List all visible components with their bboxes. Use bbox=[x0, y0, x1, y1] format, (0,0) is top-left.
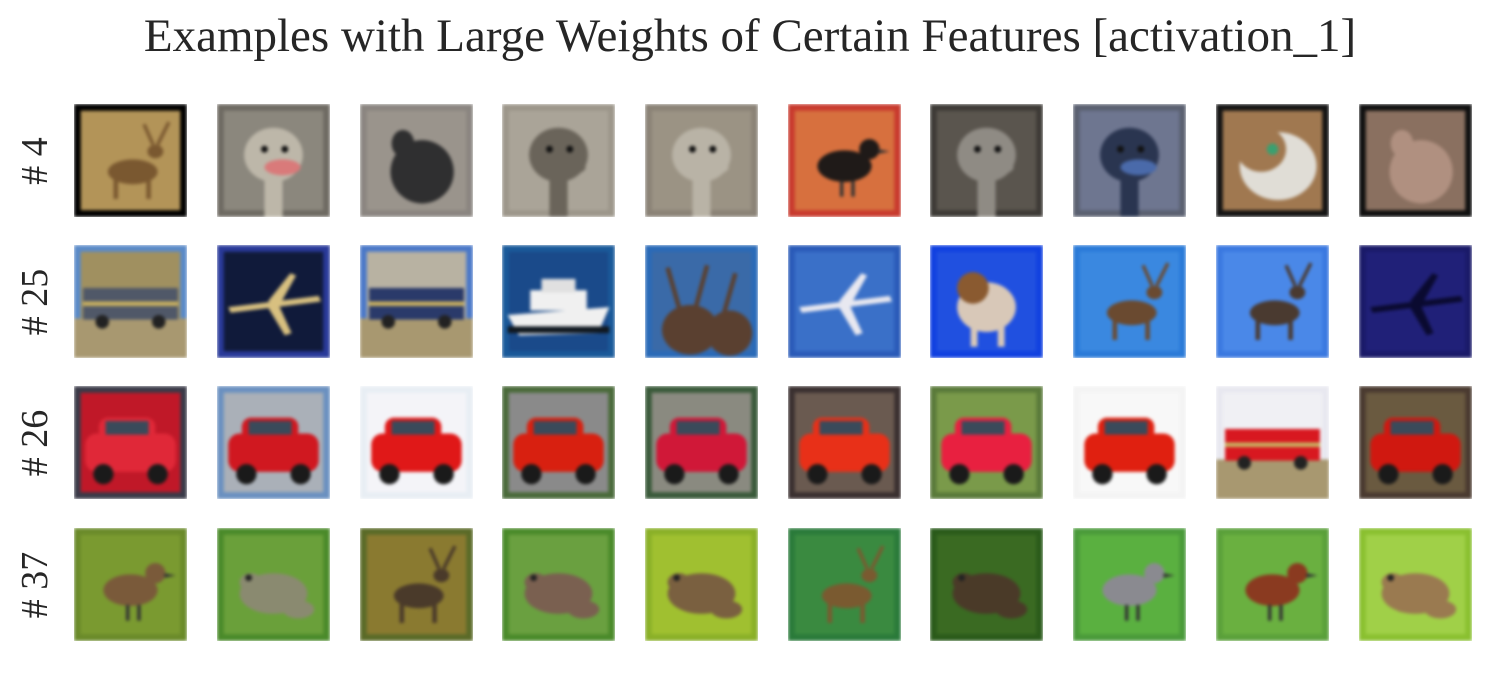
example-image-ostrich-head bbox=[502, 104, 615, 217]
example-image-deer-framed bbox=[74, 104, 187, 217]
example-image-deer bbox=[788, 528, 901, 641]
example-image-frog bbox=[217, 528, 330, 641]
example-image-bird bbox=[1073, 528, 1186, 641]
example-image-truck bbox=[74, 245, 187, 358]
example-image-frog bbox=[645, 528, 758, 641]
example-image-gray-bird bbox=[360, 104, 473, 217]
example-image-fur-closeup bbox=[1359, 104, 1472, 217]
example-image-red-car-front bbox=[1073, 386, 1186, 499]
example-image-deer-antlers bbox=[645, 245, 758, 358]
example-image-bird-on-post bbox=[74, 528, 187, 641]
row-label-text: # 4 bbox=[14, 137, 56, 185]
row-label: # 37 bbox=[0, 528, 70, 642]
example-image-cruise-ship bbox=[502, 245, 615, 358]
example-image-deer bbox=[1216, 245, 1329, 358]
example-image-frog bbox=[502, 528, 615, 641]
example-image-truck bbox=[360, 245, 473, 358]
example-image-ostrich-head bbox=[930, 104, 1043, 217]
example-image-frog bbox=[930, 528, 1043, 641]
example-image-red-car-rear bbox=[74, 386, 187, 499]
example-image-deer bbox=[360, 528, 473, 641]
row-label-text: # 26 bbox=[14, 409, 56, 477]
example-image-red-car bbox=[360, 386, 473, 499]
example-image-red-car bbox=[930, 386, 1043, 499]
figure-title: Examples with Large Weights of Certain F… bbox=[143, 10, 1357, 62]
example-image-dog bbox=[930, 245, 1043, 358]
row-label: # 25 bbox=[0, 245, 70, 359]
example-image-emu-head bbox=[1073, 104, 1186, 217]
example-image-airplane bbox=[788, 245, 901, 358]
example-image-red-car bbox=[217, 386, 330, 499]
example-image-deer bbox=[1073, 245, 1186, 358]
example-image-airplane-dark bbox=[1359, 245, 1472, 358]
example-image-rooster bbox=[1216, 528, 1329, 641]
row-label: # 26 bbox=[0, 386, 70, 500]
example-image-red-car bbox=[502, 386, 615, 499]
example-image-cat-face bbox=[1216, 104, 1329, 217]
row-label-text: # 37 bbox=[14, 551, 56, 619]
example-image-airplane-night bbox=[217, 245, 330, 358]
example-image-ostrich-head bbox=[217, 104, 330, 217]
example-image-bird-on-red-cover bbox=[788, 104, 901, 217]
example-image-frog bbox=[1359, 528, 1472, 641]
example-image-red-truck bbox=[1216, 386, 1329, 499]
row-label-text: # 25 bbox=[14, 268, 56, 336]
example-image-red-car bbox=[788, 386, 901, 499]
example-image-ostrich-head bbox=[645, 104, 758, 217]
example-image-red-car bbox=[1359, 386, 1472, 499]
row-label: # 4 bbox=[0, 104, 70, 218]
example-image-red-car bbox=[645, 386, 758, 499]
